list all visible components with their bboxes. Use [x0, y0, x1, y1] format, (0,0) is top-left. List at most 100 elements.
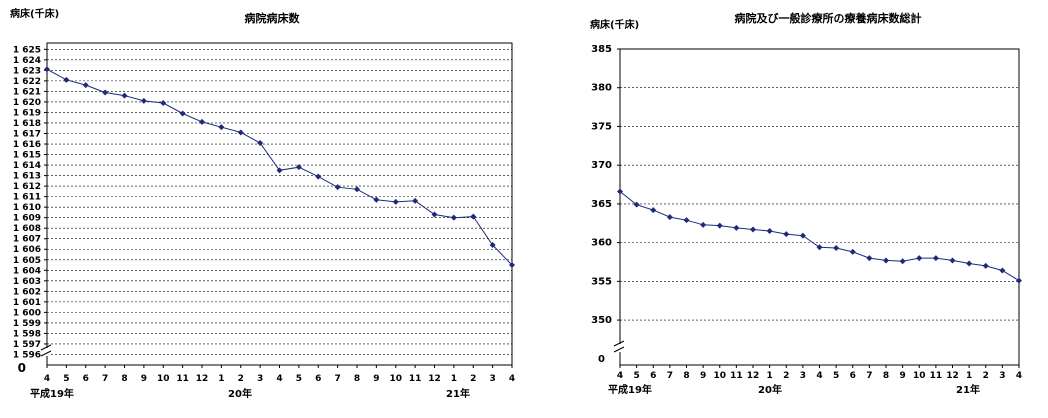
axis-break-line	[40, 350, 52, 357]
x-tick-label: 7	[667, 371, 673, 381]
x-tick-label: 4	[509, 374, 515, 384]
y-tick-label: 1 620	[13, 98, 41, 108]
y-tick-label: 1 614	[13, 161, 41, 171]
data-point	[218, 124, 225, 131]
axis-break-line	[613, 346, 625, 353]
y-tick-label: 1 623	[13, 66, 41, 76]
y-tick-label: 1 602	[13, 287, 41, 297]
x-tick-label: 8	[683, 371, 689, 381]
y-tick-label: 1 617	[13, 129, 41, 139]
data-point	[82, 82, 89, 89]
data-point	[883, 257, 889, 264]
x-tick-label: 2	[238, 374, 244, 384]
x-tick-label: 6	[850, 371, 856, 381]
x-tick-label: 8	[121, 374, 127, 384]
x-tick-label: 4	[816, 371, 822, 381]
x-tick-label: 9	[899, 371, 905, 381]
y-tick-label: 1 624	[13, 56, 41, 66]
x-tick-label: 7	[334, 374, 340, 384]
y-tick-label: 1 603	[13, 277, 41, 287]
data-point	[799, 232, 806, 239]
x-tick-label: 9	[141, 374, 147, 384]
plot-area	[619, 48, 1020, 366]
data-point	[716, 222, 723, 229]
data-point	[160, 99, 167, 106]
x-tick-label: 10	[913, 371, 926, 381]
y-tick-label: 1 615	[13, 151, 41, 161]
y-axis-zero-label: 0	[18, 361, 26, 375]
axis-break-gap	[616, 344, 624, 352]
data-point	[489, 242, 496, 249]
year-labels: 平成19年 20年 21年	[30, 387, 470, 400]
data-point	[276, 167, 283, 174]
grid-lines	[620, 48, 1019, 321]
y-tick-label: 1 600	[13, 308, 41, 318]
data-point	[982, 262, 989, 269]
chart-title: 病院病床数	[245, 11, 301, 25]
axis-break-line	[40, 344, 52, 351]
x-tick-label: 6	[315, 374, 321, 384]
y-tick-label: 365	[591, 199, 612, 210]
data-point	[1016, 277, 1022, 284]
x-tick-label: 12	[428, 374, 441, 384]
data-point	[44, 66, 50, 73]
data-point	[816, 244, 823, 251]
data-point	[237, 129, 244, 136]
y-axis-label: 病床(千床)	[10, 7, 59, 20]
y-tick-label: 380	[591, 83, 612, 94]
grid-lines	[47, 49, 512, 355]
data-point	[633, 201, 640, 208]
x-tick-label: 4	[1016, 371, 1022, 381]
data-point	[121, 92, 128, 99]
data-point	[354, 186, 360, 193]
data-point	[849, 248, 856, 255]
data-point	[899, 258, 906, 265]
data-point	[450, 214, 457, 221]
y-tick-label: 1 606	[13, 245, 41, 255]
x-tick-label: 1	[218, 374, 224, 384]
series-line	[46, 68, 513, 266]
data-point	[315, 173, 322, 180]
x-tick-label: 10	[713, 371, 726, 381]
x-tick-label: 4	[276, 374, 282, 384]
x-tick-label: 12	[747, 371, 760, 381]
data-point	[373, 196, 380, 203]
y-tick-label: 1 601	[13, 298, 41, 308]
data-point	[617, 188, 623, 195]
data-point	[683, 217, 690, 224]
x-tick-label: 3	[999, 371, 1005, 381]
data-point	[470, 213, 477, 220]
chart-long-term-care-beds: 病院及び一般診療所の療養病床数総計 病床(千床) 0 3503553603653…	[590, 11, 1022, 396]
data-point	[102, 89, 109, 96]
x-tick-label: 10	[157, 374, 170, 384]
x-tick-label: 11	[930, 371, 943, 381]
data-point	[412, 197, 419, 204]
y-tick-label: 1 605	[13, 256, 41, 266]
year-labels: 平成19年 20年 21年	[608, 383, 980, 396]
data-point	[650, 207, 657, 214]
y-tick-label: 360	[591, 238, 612, 249]
x-tick-label: 3	[800, 371, 806, 381]
data-point	[509, 262, 515, 269]
x-tick-label: 4	[617, 371, 623, 381]
x-tick-label: 1	[451, 374, 457, 384]
y-tick-label: 1 610	[13, 203, 41, 213]
series-markers	[44, 66, 515, 269]
y-tick-label: 1 619	[13, 108, 41, 118]
chart-title: 病院及び一般診療所の療養病床数総計	[735, 11, 922, 25]
axis-break-mark	[613, 340, 625, 353]
year-label: 平成19年	[608, 383, 652, 396]
y-tick-label: 350	[591, 315, 612, 326]
year-label: 20年	[758, 383, 782, 396]
x-tick-label: 3	[489, 374, 495, 384]
y-tick-label: 1 598	[13, 329, 41, 339]
x-tick-label: 2	[983, 371, 989, 381]
data-point	[783, 231, 790, 238]
x-tick-label: 5	[296, 374, 302, 384]
year-label: 21年	[446, 387, 470, 400]
x-tick-labels: 4 5 6 7 8 9 10 11 12 1 2 3 4 5 6 7 8 9 10 11 12 1 2 3 4	[617, 365, 1022, 381]
series-markers	[617, 188, 1022, 284]
x-tick-label: 11	[409, 374, 422, 384]
